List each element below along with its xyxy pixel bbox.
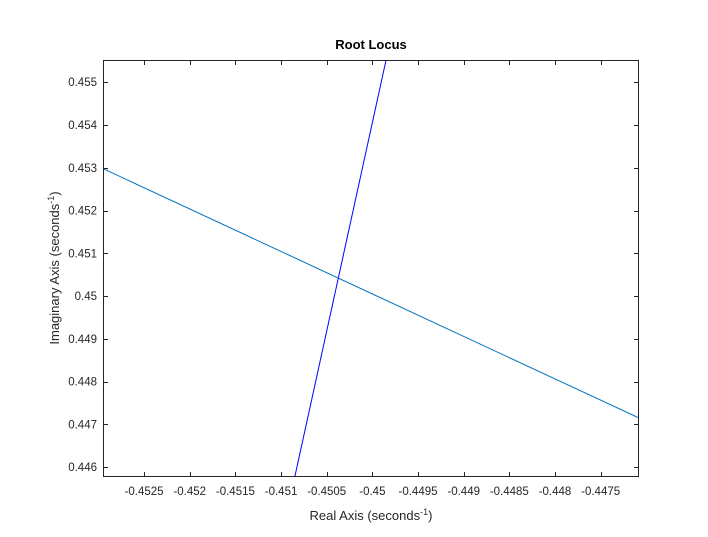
- y-axis-label-superscript: -1: [46, 196, 56, 204]
- locus-branch-2: [103, 168, 639, 419]
- locus-branch-1: [294, 60, 387, 477]
- y-tick-label: 0.452: [68, 206, 97, 218]
- x-tick-label: -0.451: [265, 486, 298, 498]
- x-tick-label: -0.4515: [216, 486, 255, 498]
- x-tick-label: -0.452: [173, 486, 206, 498]
- axes-layer: [103, 60, 639, 477]
- x-axis-label-end: ): [428, 508, 432, 523]
- series-layer: [103, 60, 639, 477]
- y-axis-label-end: ): [47, 191, 62, 195]
- chart-title: Root Locus: [335, 37, 407, 52]
- y-tick-label: 0.451: [68, 248, 97, 260]
- y-axis-label-main: Imaginary Axis (seconds: [47, 203, 62, 344]
- x-tick-layer: -0.4525 -0.452 -0.4515 -0.451 -0.4505 -0.45 -0…: [125, 60, 620, 498]
- x-tick-label: -0.45: [359, 486, 385, 498]
- y-axis-label: Imaginary Axis (seconds-1): [46, 191, 62, 344]
- axes-box: [103, 60, 639, 477]
- y-tick-label: 0.453: [68, 163, 97, 175]
- x-tick-label: -0.4485: [490, 486, 529, 498]
- y-tick-label: 0.455: [68, 77, 97, 89]
- x-tick-label: -0.4525: [125, 486, 164, 498]
- y-tick-label: 0.448: [68, 377, 97, 389]
- x-axis-label: Real Axis (seconds-1): [310, 507, 433, 523]
- x-tick-label: -0.4475: [581, 486, 620, 498]
- x-axis-label-superscript: -1: [420, 507, 428, 517]
- y-tick-label: 0.454: [68, 120, 97, 132]
- x-tick-label: -0.4495: [399, 486, 438, 498]
- y-tick-label: 0.449: [68, 334, 97, 346]
- y-tick-label: 0.446: [68, 462, 97, 474]
- x-tick-label: -0.448: [539, 486, 572, 498]
- y-tick-layer: 0.446 0.447 0.448 0.449 0.45 0.451 0.452 0.453 0…: [68, 77, 639, 474]
- x-axis-label-main: Real Axis (seconds: [310, 508, 421, 523]
- x-tick-label: -0.4505: [307, 486, 346, 498]
- y-tick-label: 0.45: [75, 291, 97, 303]
- plot-area: [103, 60, 639, 477]
- x-tick-label: -0.449: [447, 486, 480, 498]
- y-tick-label: 0.447: [68, 419, 97, 431]
